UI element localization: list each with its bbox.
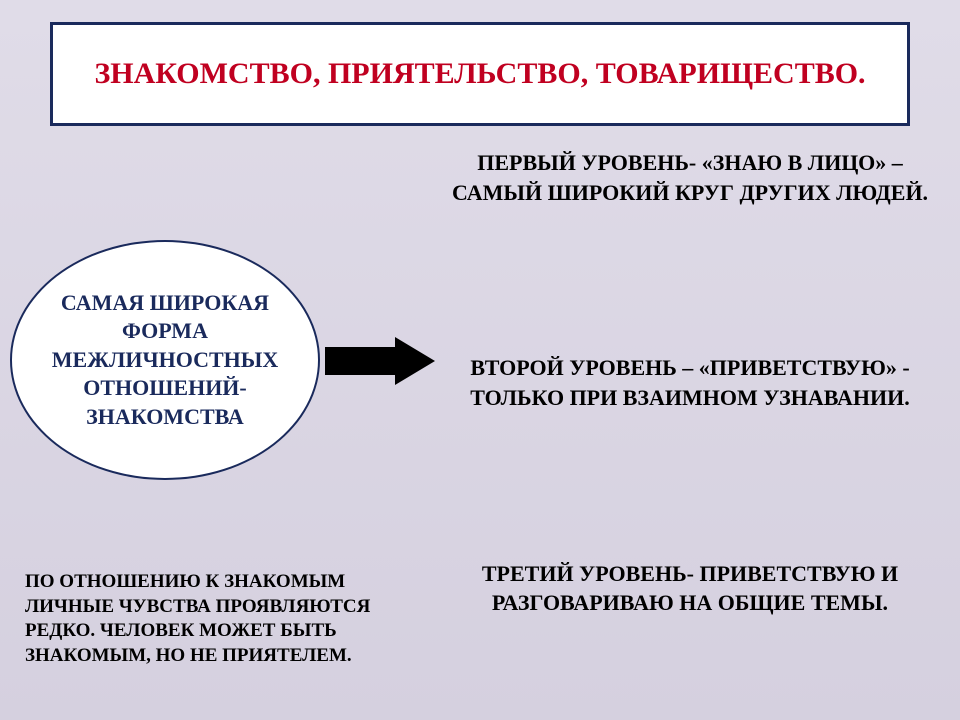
slide-title: ЗНАКОМСТВО, ПРИЯТЕЛЬСТВО, ТОВАРИЩЕСТВО. — [64, 55, 895, 93]
ellipse-label: САМАЯ ШИРОКАЯ ФОРМА МЕЖЛИЧНОСТНЫХ ОТНОШЕ… — [12, 289, 318, 432]
arrow-right — [325, 337, 435, 385]
ellipse-container: САМАЯ ШИРОКАЯ ФОРМА МЕЖЛИЧНОСТНЫХ ОТНОШЕ… — [10, 240, 320, 480]
footnote-text: ПО ОТНОШЕНИЮ К ЗНАКОМЫМ ЛИЧНЫЕ ЧУВСТВА П… — [25, 570, 430, 669]
title-box: ЗНАКОМСТВО, ПРИЯТЕЛЬСТВО, ТОВАРИЩЕСТВО. — [50, 22, 910, 126]
levels-column: ПЕРВЫЙ УРОВЕНЬ- «ЗНАЮ В ЛИЦО» – САМЫЙ ШИ… — [440, 148, 940, 618]
level-1-text: ПЕРВЫЙ УРОВЕНЬ- «ЗНАЮ В ЛИЦО» – САМЫЙ ШИ… — [440, 148, 940, 207]
central-ellipse: САМАЯ ШИРОКАЯ ФОРМА МЕЖЛИЧНОСТНЫХ ОТНОШЕ… — [10, 240, 320, 480]
level-2-text: ВТОРОЙ УРОВЕНЬ – «ПРИВЕТСТВУЮ» - ТОЛЬКО … — [440, 353, 940, 412]
level-3-text: ТРЕТИЙ УРОВЕНЬ- ПРИВЕТСТВУЮ И РАЗГОВАРИВ… — [440, 559, 940, 618]
